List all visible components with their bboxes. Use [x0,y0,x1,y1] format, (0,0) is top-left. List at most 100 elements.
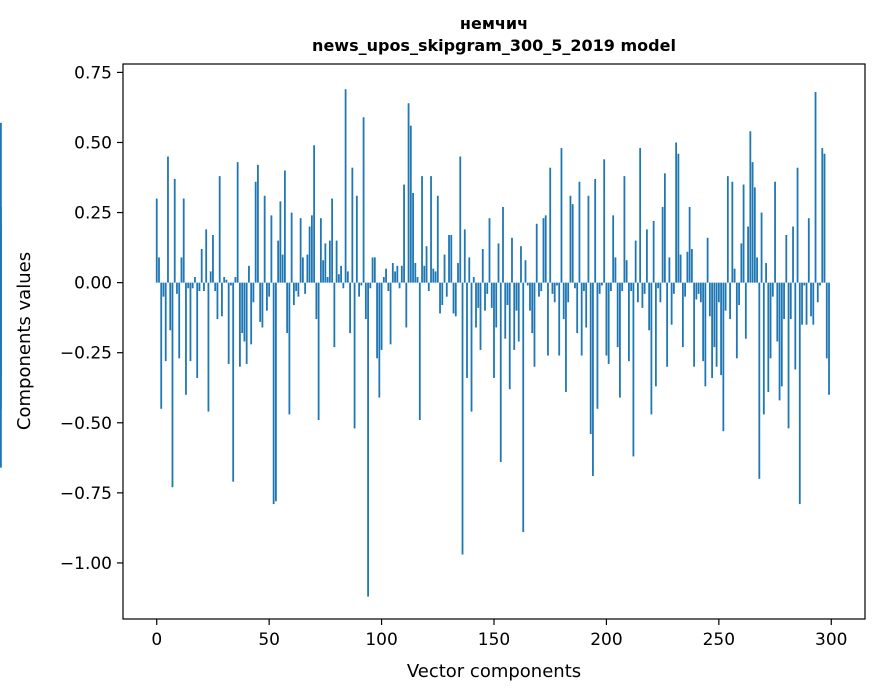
bar-component-79 [333,282,336,348]
bar-component-9 [176,282,178,294]
bar-component-258 [735,282,738,359]
bar-component-70 [313,145,316,283]
bar-component-191 [585,282,588,328]
bar-component-268 [758,282,761,479]
bar-component-297 [823,153,826,283]
bar-component-238 [690,249,693,283]
bar-component-47 [261,282,264,328]
bar-component-170 [538,282,540,297]
bar-component-51 [270,215,273,283]
bar-component-49 [266,282,268,311]
bar-component-7 [171,282,174,488]
bar-component-182 [565,282,567,392]
bar-component-129 [445,282,448,297]
bar-component-64 [299,218,302,283]
bar-component-154 [502,206,504,283]
bar-component-188 [578,181,581,283]
bar-component-93 [364,282,367,320]
bar-component-98 [376,282,378,359]
bar-component-243 [702,282,705,362]
bar-component-263 [747,226,749,283]
y-tick-label: −0.50 [60,414,112,434]
bar-component-95 [369,282,372,289]
bar-component-217 [643,282,646,294]
bar-component-161 [517,282,520,342]
bar-component-164 [524,260,527,283]
bar-component-37 [239,282,241,367]
bar-component-199 [603,159,606,283]
bar-component-94 [367,282,369,597]
bar-component-242 [699,282,702,303]
bar-component-undefined [0,282,2,376]
bar-component-153 [499,282,502,463]
bar-component-55 [279,201,282,283]
bar-component-0 [155,198,158,283]
bar-component-201 [607,282,610,364]
bar-component-73 [319,218,322,283]
bar-component-220 [650,282,653,415]
bar-component-23 [207,282,210,412]
bar-component-159 [513,282,516,350]
bar-component-214 [637,282,639,303]
bar-component-114 [412,192,414,283]
bar-component-127 [441,282,444,306]
bar-component-269 [760,212,763,283]
bar-component-undefined [0,206,2,283]
bar-component-192 [587,195,590,283]
bar-component-11 [180,257,183,283]
bar-component-292 [812,282,815,325]
bar-component-117 [418,282,421,420]
bar-component-277 [778,282,781,401]
bar-component-283 [792,226,794,283]
x-tick-label: 200 [590,630,622,650]
bar-component-60 [290,212,293,283]
bar-component-116 [416,277,419,283]
bar-component-124 [434,271,437,283]
bar-component-200 [605,282,608,356]
bar-component-141 [472,277,475,283]
bar-component-166 [529,282,531,311]
bar-component-162 [520,246,522,283]
bar-component-264 [749,131,752,283]
bar-component-219 [648,282,651,331]
bar-component-109 [400,265,403,283]
bar-component-136 [461,282,464,555]
bar-component-83 [342,282,345,289]
plot-frame [122,63,866,620]
bar-component-10 [178,282,181,359]
bar-component-152 [497,243,500,283]
bar-component-130 [448,234,450,283]
bar-component-209 [625,260,628,283]
bar-component-31 [225,279,228,283]
bar-component-190 [583,282,585,292]
bar-component-105 [391,263,394,283]
chart-subtitle: news_upos_skipgram_300_5_2019 model [312,36,676,55]
bar-component-107 [396,265,399,283]
bar-component-90 [358,282,360,297]
bar-component-272 [767,282,770,392]
bar-component-234 [681,282,684,348]
bar-component-88 [353,282,356,429]
bar-component-294 [816,282,819,303]
bar-component-77 [328,240,331,283]
bar-component-123 [432,268,435,283]
bar-component-271 [765,263,767,283]
bar-component-111 [405,282,408,328]
bar-component-218 [646,229,648,283]
bar-component-59 [288,282,291,415]
x-tick-label: 0 [151,630,162,650]
bar-component-275 [774,181,776,283]
bar-component-251 [720,282,722,376]
bar-component-5 [167,156,169,283]
bar-component-38 [241,282,244,334]
bar-component-2 [160,282,163,409]
bar-component-135 [459,156,462,283]
bar-component-46 [259,282,262,322]
bar-component-179 [558,282,561,356]
bar-component-140 [470,282,473,412]
bar-component-163 [522,282,525,533]
bar-component-undefined [0,282,2,294]
bar-component-296 [821,148,824,283]
bar-component-29 [221,282,223,317]
